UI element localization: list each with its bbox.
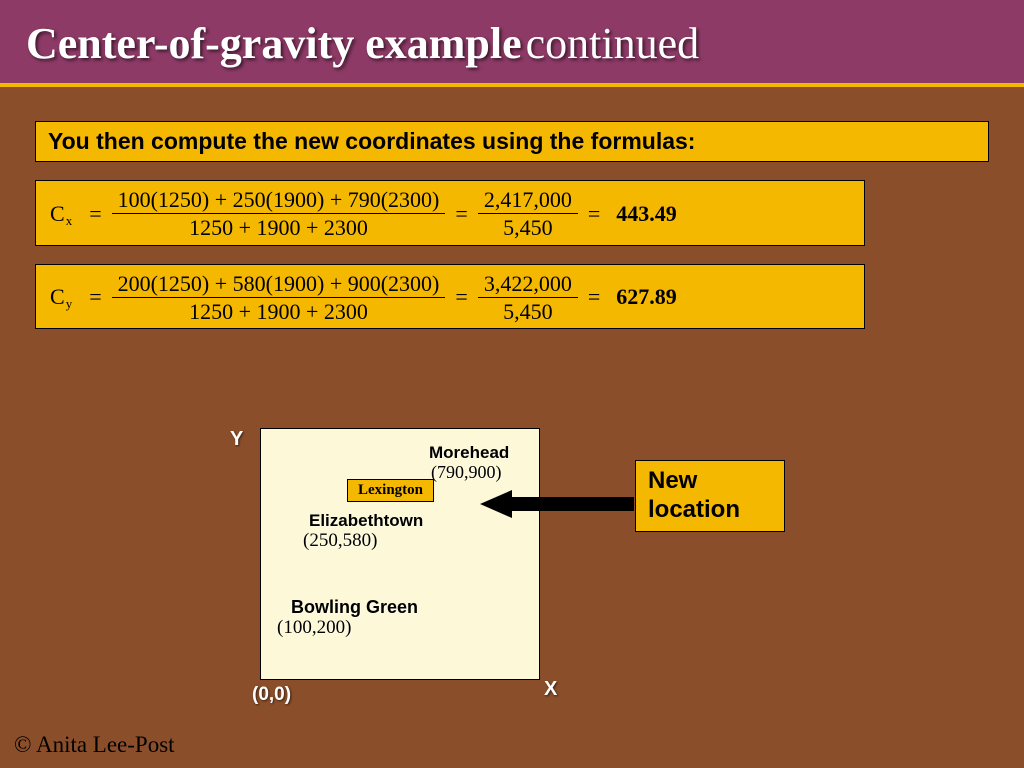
cy-subscript: y (66, 296, 73, 312)
bowlinggreen-coord: (100,200) (277, 617, 351, 639)
cy-symbol: C (50, 284, 65, 310)
cx-subscript: x (66, 213, 73, 229)
coordinate-chart: Morehead (790,900) Lexington Elizabethto… (260, 428, 540, 680)
title-sub: continued (526, 19, 700, 68)
cy-simp-den: 5,450 (478, 298, 578, 324)
new-location-box: New location (635, 460, 785, 532)
morehead-coord: (790,900) (431, 462, 502, 483)
cx-denominator: 1250 + 1900 + 2300 (112, 214, 446, 240)
cy-simp-num: 3,422,000 (478, 271, 578, 298)
chart-area: Morehead (790,900) Lexington Elizabethto… (260, 428, 540, 680)
cx-numerator: 100(1250) + 250(1900) + 790(2300) (112, 187, 446, 214)
origin-label: (0,0) (252, 684, 291, 706)
cx-simp-num: 2,417,000 (478, 187, 578, 214)
equals-sign: = (455, 201, 467, 227)
title-bar: Center-of-gravity example continued (0, 0, 1024, 87)
newloc-line2: location (648, 496, 772, 525)
cx-simp-den: 5,450 (478, 214, 578, 240)
morehead-name: Morehead (429, 443, 509, 463)
cy-denominator: 1250 + 1900 + 2300 (112, 298, 446, 324)
elizabethtown-name: Elizabethtown (309, 511, 423, 531)
cy-result: 627.89 (616, 284, 677, 310)
lexington-box: Lexington (347, 479, 434, 502)
bowlinggreen-name: Bowling Green (291, 597, 418, 618)
elizabethtown-coord: (250,580) (303, 530, 377, 552)
newloc-line1: New (648, 467, 772, 496)
cx-formula: Cx = 100(1250) + 250(1900) + 790(2300) 1… (35, 180, 865, 246)
equals-sign: = (455, 284, 467, 310)
equals-sign: = (89, 284, 101, 310)
x-axis-label: X (544, 678, 557, 701)
equals-sign: = (89, 201, 101, 227)
equals-sign: = (588, 284, 600, 310)
cx-result: 443.49 (616, 201, 677, 227)
cy-formula: Cy = 200(1250) + 580(1900) + 900(2300) 1… (35, 264, 865, 330)
title-main: Center-of-gravity example (26, 19, 522, 68)
copyright: © Anita Lee-Post (14, 732, 175, 758)
cy-numerator: 200(1250) + 580(1900) + 900(2300) (112, 271, 446, 298)
arrow-icon (480, 490, 634, 518)
y-axis-label: Y (230, 428, 243, 451)
equals-sign: = (588, 201, 600, 227)
instruction-box: You then compute the new coordinates usi… (35, 121, 989, 162)
cx-symbol: C (50, 201, 65, 227)
